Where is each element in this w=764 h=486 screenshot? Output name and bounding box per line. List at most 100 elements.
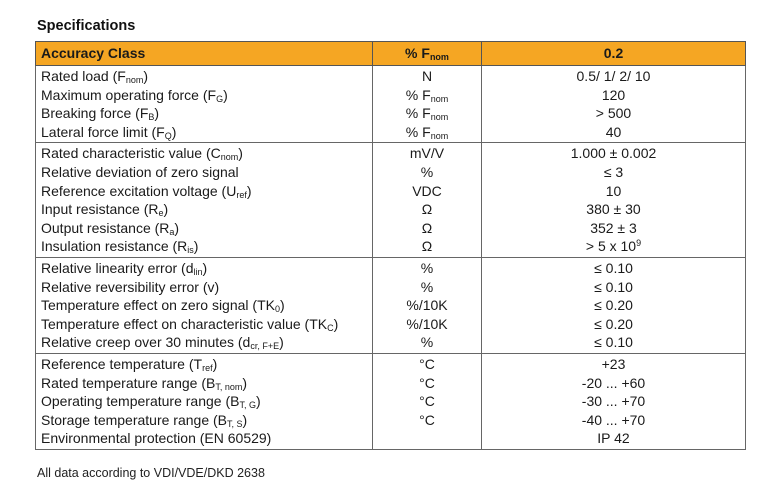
parameter-subscript: e [158, 208, 164, 219]
value-text: 10 [605, 182, 622, 199]
unit-text: °C [419, 355, 435, 372]
row-value: 0.5/ 1/ 2/ 10 [481, 65, 746, 86]
parameter-close: ) [202, 259, 208, 276]
parameter-text: Relative deviation of zero signal [41, 163, 239, 180]
table-row: Maximum operating force (FG)% Fnom 120 [35, 85, 746, 105]
parameter-subscript: nom [125, 75, 144, 85]
row-value: -30 ... +70 [481, 392, 746, 411]
value-text: ≤ 0.20 [594, 297, 633, 314]
header-parameter: Accuracy Class [35, 41, 373, 66]
header-unit-sub: nom [429, 52, 449, 63]
parameter-subscript: Q [164, 130, 172, 141]
value-text: -30 ... +70 [581, 393, 646, 410]
row-unit: VDC [372, 181, 482, 201]
parameter-text: Rated temperature range (B [41, 374, 216, 391]
parameter-text: Relative creep over 30 minutes (d [41, 334, 251, 351]
parameter-close: ) [246, 182, 252, 199]
parameter-close: ) [333, 315, 339, 332]
parameter-subscript: a [169, 226, 175, 237]
row-parameter: Temperature effect on characteristic val… [35, 314, 373, 334]
unit-text: % F [405, 123, 431, 140]
parameter-close: ) [279, 334, 284, 351]
unit-text: % [420, 259, 434, 276]
unit-text: % [420, 163, 434, 180]
parameter-text: Relative reversibility error (v) [41, 278, 220, 295]
header-unit-main: % F [405, 45, 430, 62]
parameter-text: Insulation resistance (R [41, 238, 188, 255]
row-value: +23 [481, 353, 746, 374]
row-unit: % [372, 257, 482, 278]
parameter-subscript: lin [193, 266, 203, 277]
table-header-row: Accuracy Class % Fnom 0.2 [35, 41, 746, 66]
table-row: Environmental protection (EN 60529) IP 42 [35, 429, 746, 450]
table-row: Reference excitation voltage (Uref) VDC 10 [35, 181, 746, 201]
row-value: ≤ 0.20 [481, 296, 746, 315]
row-unit [372, 429, 482, 450]
parameter-close: ) [212, 355, 218, 372]
table-row: Relative linearity error (dlin)% ≤ 0.10 [35, 257, 746, 278]
parameter-text: Reference temperature (T [41, 355, 203, 372]
value-text: 120 [601, 86, 626, 103]
parameter-text: Rated load (F [41, 68, 126, 84]
value-text: > 5 x 10 [585, 238, 637, 255]
row-parameter: Reference excitation voltage (Uref) [35, 181, 373, 201]
table-body: Rated load (Fnom) N 0.5/ 1/ 2/ 10 Maximum o… [35, 65, 746, 450]
footnote: All data according to VDI/VDE/DKD 2638 [37, 466, 265, 480]
parameter-text: Lateral force limit (F [41, 123, 165, 140]
row-parameter: Rated characteristic value (Cnom) [35, 142, 373, 163]
table-row: Input resistance (Re) Ω 380 ± 30 [35, 200, 746, 219]
value-text: ≤ 3 [603, 163, 624, 180]
table-row: Relative reversibility error (v)% ≤ 0.10 [35, 277, 746, 297]
parameter-subscript: cr, F+E [250, 341, 280, 352]
value-text: ≤ 0.10 [594, 334, 633, 351]
parameter-text: Maximum operating force (F [41, 86, 217, 103]
row-value: -20 ... +60 [481, 373, 746, 393]
parameter-close: ) [238, 145, 243, 162]
parameter-close: ) [279, 297, 285, 314]
table-row: Temperature effect on zero signal (TK0)%… [35, 296, 746, 315]
unit-subscript: nom [430, 130, 449, 141]
parameter-text: Temperature effect on zero signal (TK [41, 297, 275, 314]
unit-text: Ω [421, 219, 433, 236]
value-text: IP 42 [597, 430, 630, 447]
unit-text: %/10K [406, 297, 448, 314]
parameter-close: ) [143, 68, 149, 84]
value-text: 380 ± 30 [586, 201, 641, 218]
table-row: Output resistance (Ra) Ω 352 ± 3 [35, 218, 746, 238]
parameter-subscript: B [148, 112, 155, 123]
page-title: Specifications [37, 18, 136, 34]
row-value: > 500 [481, 104, 746, 123]
parameter-close: ) [171, 123, 177, 140]
parameter-subscript: nom [220, 152, 239, 163]
row-unit: °C [372, 392, 482, 411]
row-unit: °C [372, 353, 482, 374]
row-parameter: Temperature effect on zero signal (TK0) [35, 296, 373, 315]
table-row: Insulation resistance (Ris) Ω > 5 x 109 [35, 237, 746, 258]
unit-subscript: nom [430, 112, 449, 123]
row-unit: % [372, 277, 482, 297]
parameter-close: ) [174, 219, 180, 236]
value-text: ≤ 0.10 [594, 278, 633, 295]
parameter-close: ) [242, 411, 248, 428]
row-parameter: Reference temperature (Tref) [35, 353, 373, 374]
parameter-subscript: G [216, 93, 224, 104]
row-value: ≤ 0.20 [481, 314, 746, 334]
row-value: > 5 x 109 [481, 237, 746, 258]
row-parameter: Maximum operating force (FG) [35, 85, 373, 105]
value-text: > 500 [595, 105, 632, 122]
table-row: Operating temperature range (BT, G) °C -30… [35, 392, 746, 411]
parameter-close: ) [193, 238, 199, 255]
unit-text: Ω [421, 201, 433, 218]
unit-text: Ω [421, 238, 433, 255]
value-text: -40 ... +70 [581, 411, 646, 428]
table-row: Breaking force (FB)% Fnom > 500 [35, 104, 746, 123]
row-value: ≤ 3 [481, 162, 746, 182]
unit-text: N [421, 68, 433, 84]
header-value: 0.2 [481, 41, 746, 66]
table-row: Relative creep over 30 minutes (dcr, F+E… [35, 333, 746, 354]
parameter-text: Relative linearity error (d [41, 259, 194, 276]
parameter-text: Reference excitation voltage (U [41, 182, 237, 199]
row-parameter: Rated load (Fnom) [35, 65, 373, 86]
row-parameter: Relative deviation of zero signal [35, 162, 373, 182]
row-unit: mV/V [372, 142, 482, 163]
